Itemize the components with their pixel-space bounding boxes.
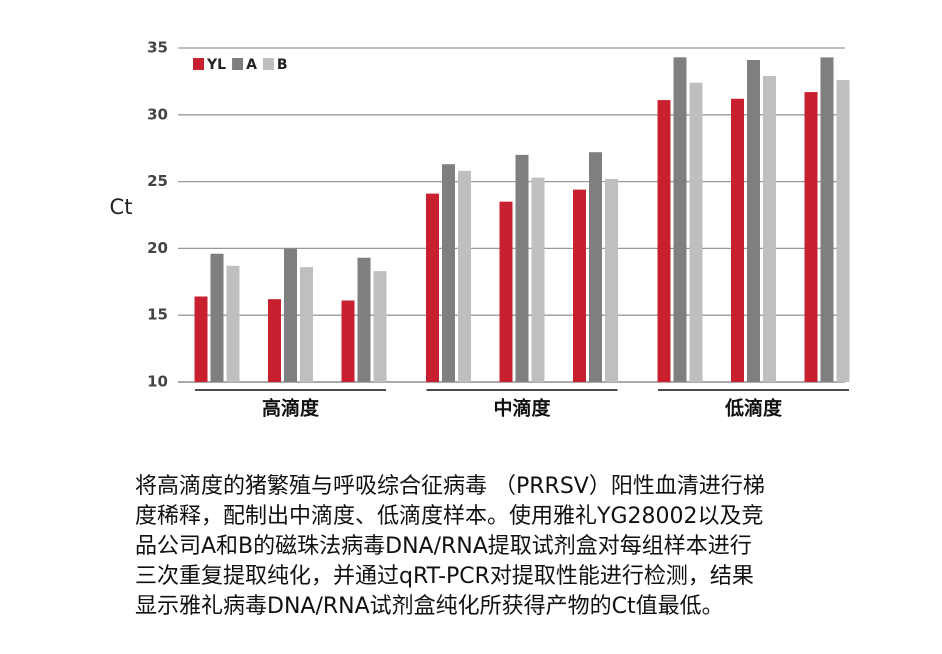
bar bbox=[804, 92, 818, 382]
chart: Ct 10 15 20 25 30 35 高滴度 中滴度 低滴度 YL A B bbox=[110, 39, 850, 420]
bar bbox=[499, 201, 513, 382]
bar bbox=[458, 170, 471, 382]
group-label: 中滴度 bbox=[493, 397, 551, 420]
bar bbox=[836, 80, 850, 383]
bar bbox=[284, 248, 297, 382]
legend-label: YL bbox=[206, 57, 226, 73]
y-tick-label: 20 bbox=[147, 239, 168, 257]
caption-line: 显示雅礼病毒DNA/RNA试剂盒纯化所获得产物的Ct值最低。 bbox=[135, 594, 724, 619]
bar bbox=[300, 267, 313, 382]
legend-label: A bbox=[246, 57, 257, 73]
bar bbox=[657, 100, 671, 382]
y-tick-label: 30 bbox=[147, 105, 168, 123]
y-tick-label: 10 bbox=[147, 373, 168, 391]
y-tick-label: 15 bbox=[147, 306, 168, 324]
bar bbox=[341, 300, 355, 382]
caption-line: 度稀释，配制出中滴度、低滴度样本。使用雅礼YG28002以及竞 bbox=[135, 504, 764, 529]
bar bbox=[426, 193, 439, 382]
bar bbox=[268, 299, 281, 382]
bar bbox=[357, 257, 371, 382]
legend-swatch bbox=[232, 58, 244, 70]
bar bbox=[820, 57, 834, 383]
bar bbox=[194, 296, 208, 382]
bar bbox=[731, 98, 744, 382]
bar bbox=[515, 154, 529, 382]
bar bbox=[373, 271, 387, 382]
y-axis-label: Ct bbox=[110, 195, 133, 219]
bar bbox=[673, 57, 687, 383]
caption-line: 将高滴度的猪繁殖与呼吸综合征病毒 （PRRSV）阳性血清进行梯 bbox=[135, 474, 765, 499]
bar bbox=[589, 152, 602, 382]
bar bbox=[210, 253, 224, 382]
bar bbox=[531, 177, 545, 382]
caption-line: 品公司A和B的磁珠法病毒DNA/RNA提取试剂盒对每组样本进行 bbox=[135, 534, 752, 559]
bar bbox=[573, 189, 586, 382]
legend-swatch bbox=[262, 58, 274, 70]
caption: 将高滴度的猪繁殖与呼吸综合征病毒 （PRRSV）阳性血清进行梯 度稀释，配制出中滴… bbox=[135, 472, 765, 622]
y-tick-label: 25 bbox=[147, 172, 168, 190]
legend-label: B bbox=[277, 57, 288, 73]
caption-line: 三次重复提取纯化，并通过qRT-PCR对提取性能进行检测，结果 bbox=[135, 564, 754, 589]
bar bbox=[763, 76, 776, 382]
bar bbox=[747, 60, 760, 383]
bar bbox=[442, 164, 455, 382]
bar bbox=[605, 178, 618, 382]
bar bbox=[226, 265, 240, 382]
group-label: 高滴度 bbox=[262, 397, 320, 420]
legend-swatch bbox=[193, 58, 204, 70]
group-label: 低滴度 bbox=[724, 397, 783, 420]
y-tick-label: 35 bbox=[147, 39, 168, 57]
bar bbox=[689, 82, 703, 383]
